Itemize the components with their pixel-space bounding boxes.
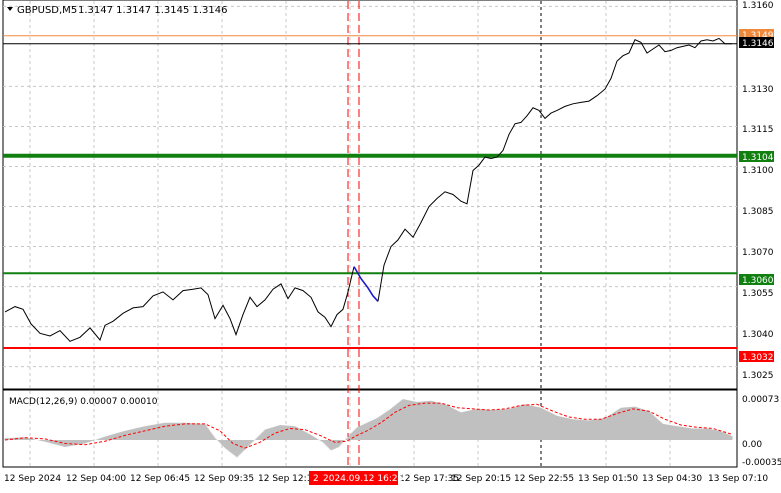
- main-chart-frame: [2, 0, 738, 390]
- time-label: 13 Sep 01:50: [578, 474, 638, 484]
- price-tick: 1.3085: [742, 207, 774, 217]
- level-label-3: 1.3032: [739, 351, 774, 363]
- price-tick: 1.3160: [742, 1, 774, 11]
- svg-text:1.3032: 1.3032: [742, 353, 774, 363]
- price-series-line: [4, 266, 355, 342]
- macd-signal-line: [4, 402, 733, 449]
- price-tick: 1.3130: [742, 85, 774, 95]
- main-grid: [3, 1, 737, 388]
- time-label: 13 Sep 07:10: [708, 474, 768, 484]
- svg-text:1.3060: 1.3060: [742, 276, 774, 286]
- level-label-2: 1.3060: [739, 274, 774, 286]
- price-tick: 1.3115: [742, 125, 774, 135]
- time-label: 12 Sep 12:1: [258, 474, 312, 484]
- time-label: 12 Sep 04:00: [66, 474, 126, 484]
- time-label: 12 Sep 20:15: [451, 474, 511, 484]
- level-label-1: 1.3104: [739, 151, 774, 163]
- price-tick: 1.3070: [742, 248, 774, 258]
- symbol-menu-triangle-icon[interactable]: [7, 7, 13, 11]
- svg-text:1.3149: 1.3149: [742, 31, 774, 41]
- macd-tick: 0.00073: [742, 395, 779, 405]
- time-label: 13 Sep 04:30: [642, 474, 702, 484]
- time-label: 12 Sep 22:55: [514, 474, 574, 484]
- macd-label: MACD(12,26,9) 0.00007 0.00010: [9, 397, 158, 407]
- ohlc-values: 1.3147 1.3147 1.3145 1.3146: [78, 5, 228, 16]
- time-label: 12 Sep 2024: [4, 474, 61, 484]
- price-tick: 1.3025: [742, 371, 774, 381]
- macd-histogram: [4, 399, 733, 458]
- macd-tick: -0.00035: [742, 458, 781, 468]
- price-series-line: [377, 37, 732, 302]
- price-series: [4, 37, 732, 342]
- price-tick: 1.3055: [742, 289, 774, 299]
- price-axis[interactable]: 1.3160 1.3130 1.3115 1.3100 1.3085 1.307…: [742, 1, 774, 381]
- price-tick: 1.3100: [742, 166, 774, 176]
- price-series-highlighted: [353, 266, 379, 302]
- time-label: 12 Sep 17:35: [399, 474, 459, 484]
- price-tick: 1.3040: [742, 330, 774, 340]
- symbol-name: GBPUSD,M5: [17, 5, 77, 16]
- time-label: 12 Sep 06:45: [130, 474, 190, 484]
- svg-text:2: 2: [313, 474, 319, 484]
- svg-text:2024.09.12 16:25: 2024.09.12 16:25: [323, 474, 403, 484]
- time-axis[interactable]: 12 Sep 2024 12 Sep 04:00 12 Sep 06:45 12…: [4, 471, 768, 485]
- svg-text:1.3146: 1.3146: [742, 39, 774, 49]
- level-label-bid: 1.3146: [739, 37, 774, 49]
- level-label-ask: 1.3149: [739, 29, 774, 41]
- macd-tick: 0.00: [742, 440, 762, 450]
- time-label: 12 Sep 09:35: [194, 474, 254, 484]
- svg-text:1.3104: 1.3104: [742, 153, 774, 163]
- crosshair-time-label: 2 2024.09.12 16:25: [309, 471, 403, 485]
- price-level-lines[interactable]: [3, 35, 737, 349]
